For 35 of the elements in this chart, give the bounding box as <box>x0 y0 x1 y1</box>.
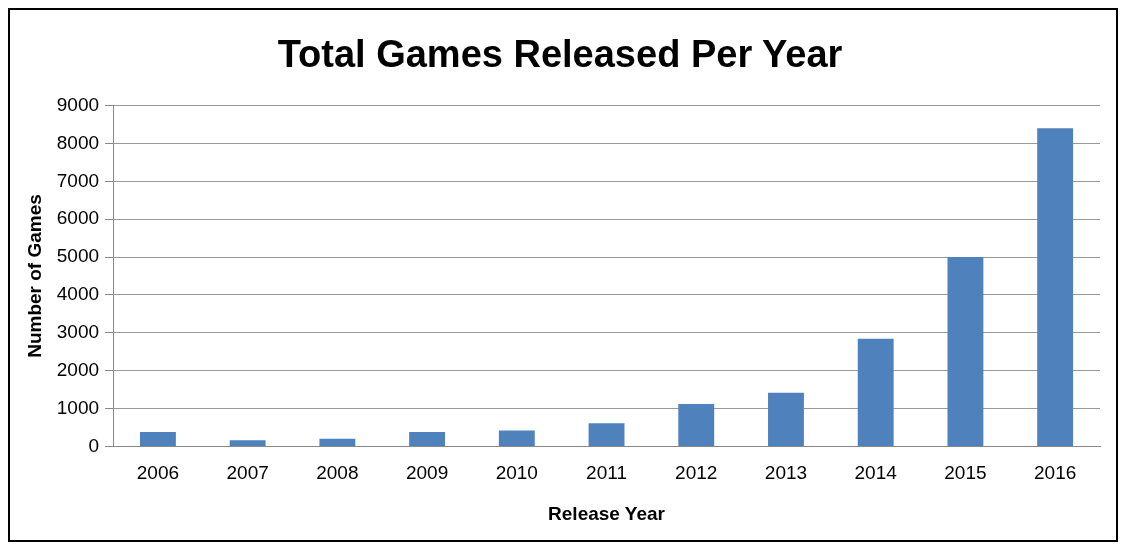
y-tick-label: 8000 <box>56 131 100 153</box>
chart-title: Total Games Released Per Year <box>277 33 843 76</box>
x-tick-label: 2011 <box>586 462 627 484</box>
y-axis-title: Number of Games <box>23 194 45 358</box>
bar <box>678 403 715 446</box>
bar <box>768 392 804 446</box>
x-tick-label: 2016 <box>1034 462 1077 484</box>
y-tick-label: 4000 <box>56 283 100 305</box>
y-tick-label: 2000 <box>56 358 100 380</box>
y-tick-label: 5000 <box>56 245 100 267</box>
bar <box>498 430 535 446</box>
x-tick-label: 2007 <box>226 462 269 484</box>
x-tick-label: 2010 <box>495 462 538 484</box>
x-tick-label: 2013 <box>764 462 808 484</box>
y-tick-label: 1000 <box>56 396 100 418</box>
bar <box>947 257 984 446</box>
bar <box>319 438 356 446</box>
bar <box>857 338 894 446</box>
bar <box>409 432 446 446</box>
bar <box>1037 128 1074 446</box>
y-tick-label: 7000 <box>56 169 100 191</box>
x-tick-label: 2008 <box>316 462 359 484</box>
y-tick-label: 9000 <box>56 93 100 115</box>
x-tick-label: 2015 <box>944 462 987 484</box>
y-tick-label: 3000 <box>56 321 100 343</box>
x-tick-label: 2009 <box>405 462 449 484</box>
x-tick-label: 2012 <box>675 462 718 484</box>
y-tick-label: 6000 <box>56 207 100 229</box>
bar <box>588 423 625 446</box>
x-axis-title: Release Year <box>548 502 666 524</box>
y-tick-label: 0 <box>88 434 100 456</box>
x-tick-label: 2014 <box>854 462 898 484</box>
x-tick-label: 2006 <box>136 462 180 484</box>
bar <box>139 432 176 446</box>
bar <box>229 440 266 446</box>
